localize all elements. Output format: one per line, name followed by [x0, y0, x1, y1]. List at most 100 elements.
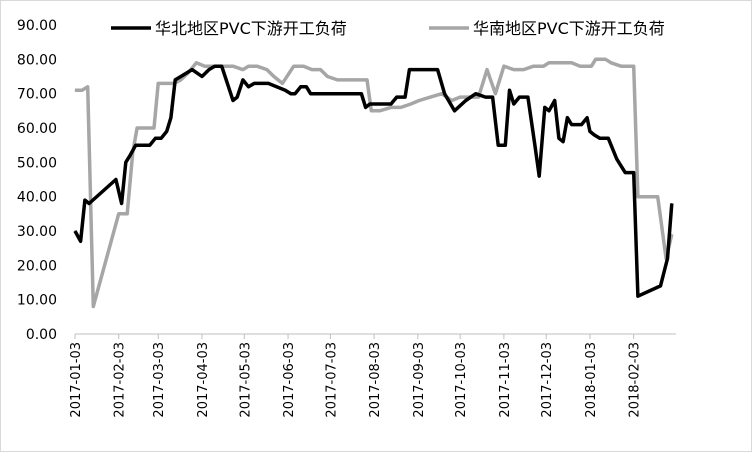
- data-point-huabei: [208, 69, 210, 71]
- data-point-huabei: [593, 134, 595, 136]
- data-point-huabei: [504, 144, 506, 146]
- data-point-huabei: [160, 137, 162, 139]
- data-point-huabei: [667, 258, 668, 259]
- data-point-huanan: [180, 79, 182, 81]
- data-point-huanan: [204, 65, 206, 67]
- data-point-huabei: [558, 137, 560, 139]
- data-point-huabei: [637, 295, 639, 297]
- data-point-huanan: [248, 65, 249, 67]
- data-point-huanan: [303, 65, 304, 67]
- data-point-huabei: [236, 96, 238, 98]
- y-tick-label: 90.00: [17, 18, 57, 34]
- data-point-huabei: [534, 144, 536, 146]
- x-tick-label: 2017-01-03: [69, 342, 84, 418]
- data-point-huabei: [624, 172, 626, 174]
- y-tick-label: 30.00: [17, 224, 57, 240]
- legend: 华北地区PVC下游开工负荷 华南地区PVC下游开工负荷: [111, 19, 665, 38]
- data-point-huabei: [115, 179, 117, 180]
- data-point-huanan: [441, 93, 443, 95]
- data-point-huanan: [266, 69, 268, 71]
- data-point-huanan: [153, 127, 155, 129]
- x-tick-label: 2017-12-03: [540, 342, 555, 418]
- data-point-huabei: [294, 93, 296, 95]
- data-point-huanan: [400, 106, 402, 108]
- data-point-huanan: [494, 93, 496, 95]
- x-tick-label: 2018-01-03: [584, 342, 599, 418]
- data-point-huanan: [523, 69, 525, 71]
- data-point-huanan: [366, 79, 368, 81]
- data-point-huanan: [610, 62, 612, 64]
- data-point-huabei: [586, 117, 588, 119]
- x-tick-label: 2017-02-03: [113, 342, 128, 418]
- y-tick-label: 40.00: [17, 190, 57, 206]
- data-point-huanan: [118, 213, 120, 215]
- data-point-huabei: [346, 93, 348, 95]
- data-point-huanan: [513, 69, 515, 71]
- series-line-huabei: [73, 64, 674, 298]
- data-point-huabei: [444, 93, 446, 95]
- data-point-huabei: [300, 86, 302, 88]
- data-point-huanan: [390, 106, 392, 108]
- data-point-huabei: [554, 100, 556, 101]
- x-tick-label: 2017-06-03: [282, 342, 297, 418]
- data-point-huabei: [310, 93, 312, 95]
- data-point-huabei: [396, 96, 398, 98]
- y-tick-label: 20.00: [17, 258, 57, 274]
- x-tick-label: 2017-09-03: [412, 342, 427, 418]
- data-point-huabei: [74, 230, 76, 232]
- data-point-huabei: [492, 96, 494, 98]
- y-axis-ticks: 0.00 10.00 20.00 30.00 40.00 50.00 60.00 70.00 8…: [17, 18, 57, 343]
- y-tick-label: 80.00: [17, 52, 57, 68]
- data-point-huabei: [485, 96, 486, 98]
- data-point-huabei: [599, 137, 601, 139]
- data-point-huanan: [657, 196, 659, 198]
- data-point-huanan: [256, 65, 258, 67]
- data-point-huabei: [80, 240, 82, 242]
- data-point-huabei: [221, 65, 223, 67]
- data-point-huabei: [305, 86, 307, 88]
- data-point-huabei: [154, 137, 156, 139]
- data-point-huabei: [121, 203, 123, 204]
- data-point-huanan: [379, 110, 381, 112]
- legend-label-huabei: 华北地区PVC下游开工负荷: [155, 19, 347, 38]
- legend-label-huanan: 华南地区PVC下游开工负荷: [473, 19, 665, 38]
- data-point-huabei: [290, 93, 292, 95]
- data-point-huanan: [356, 79, 358, 81]
- data-point-huanan: [430, 96, 431, 98]
- data-point-huabei: [369, 103, 371, 105]
- data-point-huanan: [637, 196, 639, 198]
- data-point-huabei: [423, 69, 424, 71]
- data-point-huabei: [562, 141, 564, 143]
- data-point-huanan: [273, 76, 275, 77]
- data-point-huabei: [332, 93, 334, 95]
- data-point-huabei: [390, 103, 392, 105]
- data-point-huanan: [81, 89, 83, 91]
- data-point-huabei: [538, 175, 540, 177]
- data-point-huanan: [459, 96, 461, 98]
- data-point-huabei: [581, 124, 582, 126]
- data-point-huabei: [214, 65, 216, 67]
- data-point-huabei: [527, 96, 529, 98]
- y-tick-label: 10.00: [17, 293, 57, 309]
- x-tick-label: 2017-10-03: [454, 342, 469, 418]
- data-point-huanan: [671, 233, 673, 235]
- data-point-huabei: [607, 137, 609, 139]
- data-point-huabei: [633, 172, 635, 174]
- data-point-huanan: [595, 58, 597, 60]
- x-tick-label: 2017-05-03: [238, 342, 253, 418]
- data-point-huabei: [253, 82, 255, 84]
- data-point-huanan: [605, 58, 606, 60]
- data-point-huanan: [92, 306, 94, 307]
- data-point-huabei: [589, 130, 591, 132]
- data-point-huabei: [671, 203, 673, 204]
- data-point-huanan: [486, 69, 488, 71]
- y-tick-label: 50.00: [17, 155, 57, 171]
- data-point-huabei: [242, 79, 244, 81]
- data-point-huabei: [174, 79, 176, 81]
- data-point-huanan: [478, 96, 479, 98]
- data-point-huabei: [170, 117, 172, 119]
- data-point-huabei: [437, 69, 439, 71]
- data-point-huanan: [370, 110, 372, 112]
- data-point-huanan: [74, 89, 76, 91]
- data-point-huanan: [336, 79, 338, 81]
